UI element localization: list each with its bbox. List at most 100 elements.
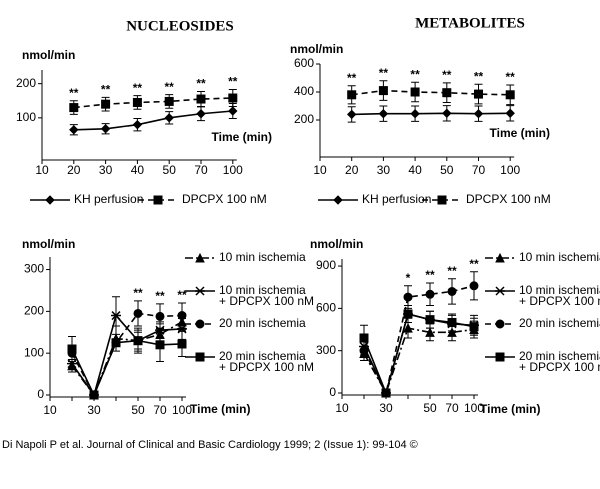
x-tick-label: 30 — [99, 163, 113, 177]
series-line — [363, 285, 475, 396]
series-line — [351, 112, 511, 116]
x-tick-label: 50 — [131, 403, 145, 417]
marker — [228, 93, 238, 103]
marker — [425, 315, 435, 325]
y-axis-label: nmol/min — [22, 237, 75, 251]
annotation: ** — [347, 71, 357, 85]
x-axis-label: Time (min) — [490, 126, 550, 140]
marker — [100, 124, 111, 134]
x-tick-label: 100 — [464, 401, 484, 415]
marker — [133, 336, 143, 346]
y-tick-label: 300 — [316, 343, 336, 357]
x-tick-label: 70 — [472, 163, 486, 177]
x-axis-label: Time (min) — [480, 402, 540, 416]
marker — [378, 108, 389, 119]
marker — [447, 286, 457, 296]
x-tick-label: 10 — [35, 163, 49, 177]
y-axis-label: nmol/min — [22, 48, 75, 62]
marker — [177, 339, 187, 349]
annotation: ** — [155, 289, 165, 303]
marker — [89, 390, 99, 400]
marker — [495, 252, 505, 263]
marker — [228, 106, 238, 116]
marker — [347, 90, 357, 100]
legend-label: 10 min ischemia+ DPCPX 100 nM — [219, 283, 314, 308]
legend-label: 10 min ischemia — [519, 250, 600, 264]
y-tick-label: 600 — [316, 301, 336, 315]
annotation: ** — [133, 286, 143, 300]
annotation: ** — [196, 77, 206, 91]
legend-label: 10 min ischemia+ DPCPX 100 nM — [519, 283, 600, 308]
marker — [469, 281, 479, 291]
series-line — [363, 327, 475, 395]
annotation: ** — [165, 80, 175, 94]
x-tick-label: 20 — [345, 163, 359, 177]
marker — [495, 286, 505, 296]
heading: METABOLITES — [415, 15, 525, 31]
marker — [45, 195, 55, 205]
marker — [437, 195, 447, 205]
annotation: ** — [469, 257, 479, 271]
marker — [69, 103, 79, 113]
marker — [359, 333, 369, 343]
marker — [155, 311, 165, 321]
y-tick-label: 900 — [316, 258, 336, 272]
marker — [195, 252, 205, 263]
legend-label: 20 min ischemia — [519, 316, 600, 330]
marker — [425, 289, 435, 299]
legend-label: 10 min ischemia — [219, 250, 306, 264]
marker — [177, 311, 187, 321]
chart: 200 400 600 10 20 30 40 50 70 100 nmol/min Time (mi… — [290, 42, 551, 206]
marker — [195, 286, 205, 296]
marker — [403, 322, 413, 333]
marker — [442, 88, 452, 98]
y-axis-label: nmol/min — [310, 237, 363, 251]
annotation: ** — [506, 70, 516, 84]
marker — [164, 113, 174, 123]
marker — [403, 292, 413, 302]
x-tick-label: 20 — [67, 163, 81, 177]
marker — [111, 338, 121, 348]
y-tick-label: 200 — [294, 112, 314, 126]
marker — [495, 352, 505, 362]
x-tick-label: 100 — [172, 403, 192, 417]
marker — [495, 319, 505, 329]
x-tick-label: 100 — [500, 163, 520, 177]
marker — [133, 308, 143, 318]
chart: 0 100 200 300 10 30 50 70 100 nmol/min Time (min) *… — [22, 237, 314, 417]
annotation: ** — [425, 268, 435, 282]
legend-label: KH perfusion — [74, 192, 143, 206]
x-tick-label: 100 — [223, 163, 243, 177]
marker — [447, 317, 457, 327]
x-tick-label: 30 — [379, 401, 393, 415]
marker — [132, 97, 142, 107]
x-tick-label: 30 — [377, 163, 391, 177]
caption: Di Napoli P et al. Journal of Clinical a… — [2, 439, 418, 451]
series-line — [73, 110, 233, 131]
marker — [196, 94, 206, 104]
marker — [101, 99, 111, 109]
legend-label: DPCPX 100 nM — [182, 192, 267, 206]
annotation: ** — [177, 288, 187, 302]
annotation: * — [406, 271, 411, 285]
marker — [164, 96, 174, 106]
marker — [425, 327, 435, 337]
legend-label: DPCPX 100 nM — [466, 192, 551, 206]
marker — [67, 344, 77, 354]
y-axis-label: nmol/min — [290, 42, 343, 56]
legend-label: 20 min ischemia+ DPCPX 100 nM — [519, 349, 600, 374]
series-line — [73, 97, 233, 109]
legend-label: 20 min ischemia+ DPCPX 100 nM — [219, 349, 314, 374]
marker — [67, 359, 77, 369]
annotation: ** — [101, 83, 111, 97]
legend-label: KH perfusion — [362, 192, 431, 206]
x-tick-label: 50 — [440, 163, 454, 177]
y-tick-label: 0 — [37, 387, 44, 401]
y-tick-label: 100 — [24, 345, 44, 359]
y-tick-label: 300 — [24, 262, 44, 276]
marker — [505, 90, 515, 100]
heading: NUCLEOSIDES — [126, 18, 234, 34]
marker — [195, 352, 205, 362]
y-tick-label: 100 — [16, 110, 36, 124]
marker — [155, 340, 165, 350]
